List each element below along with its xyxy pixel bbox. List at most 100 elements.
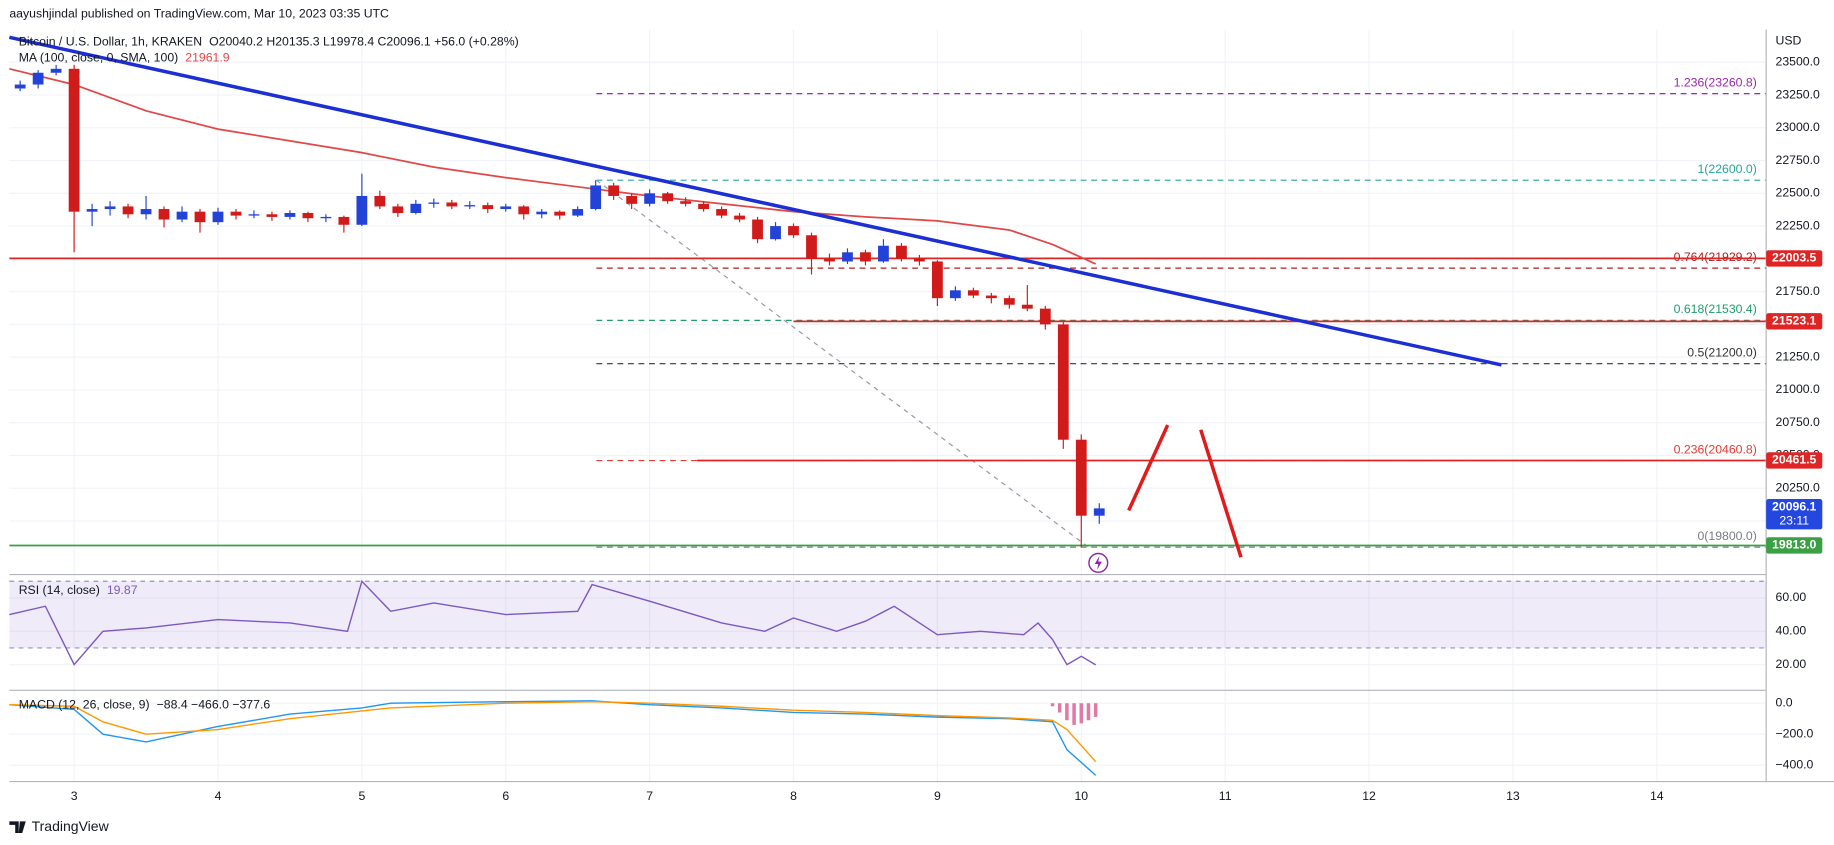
- candle-body: [140, 209, 152, 215]
- fib-label: 1.236(23260.8): [1674, 75, 1757, 89]
- legend-rsi-value: 19.87: [107, 583, 138, 597]
- candle-body: [1093, 508, 1105, 516]
- candle-body: [356, 195, 368, 225]
- logo: [9, 821, 26, 834]
- currency: USD: [1776, 33, 1802, 47]
- candle-body: [482, 205, 494, 210]
- candle-body: [302, 212, 314, 219]
- axes: 3456789101112131420000.020250.020500.020…: [71, 55, 1823, 803]
- y-tick-label: −400.0: [1776, 757, 1814, 771]
- candle-body: [212, 211, 224, 223]
- candle-body: [266, 214, 278, 217]
- price-tag: [1766, 250, 1823, 267]
- legend-macd-label: MACD (12, 26, close, 9): [19, 698, 150, 712]
- x-tick-label: 9: [934, 789, 941, 803]
- candle-body: [1075, 439, 1087, 516]
- price-tag-label: 22003.5: [1772, 251, 1817, 265]
- macd-histogram-bar: [1072, 703, 1076, 725]
- macd-histogram-bar: [1050, 703, 1055, 707]
- candle-body: [374, 195, 386, 207]
- x-tick-label: 13: [1506, 789, 1520, 803]
- candle-body: [644, 193, 656, 204]
- trendline: [8, 35, 1502, 367]
- fib-label: 0.618(21530.4): [1674, 302, 1757, 316]
- footer: TradingView: [32, 818, 110, 834]
- y-tick-label: 22750.0: [1776, 153, 1821, 167]
- x-tick-label: 5: [358, 789, 365, 803]
- x-tick-label: 8: [790, 789, 797, 803]
- x-tick-label: 12: [1362, 789, 1376, 803]
- candle-body: [68, 68, 80, 212]
- y-tick-label: 60.00: [1776, 590, 1807, 604]
- y-tick-label: 21750.0: [1776, 284, 1821, 298]
- price-tag-label: 19813.0: [1772, 538, 1817, 552]
- candle-body: [752, 219, 763, 240]
- y-tick-label: 20750.0: [1776, 415, 1821, 429]
- candle-body: [932, 261, 943, 299]
- candle-body: [662, 193, 674, 202]
- candle-body: [788, 226, 799, 236]
- y-tick-label: 40.00: [1776, 624, 1807, 638]
- candle-body: [967, 290, 979, 296]
- price-tag-label: 21523.1: [1772, 314, 1817, 328]
- plot: 1.236(23260.8) 1(22600.0) 0.764(21929.2) 0.…: [8, 35, 1767, 776]
- candle-body: [1057, 324, 1069, 440]
- last-price-tag: [1766, 499, 1823, 530]
- candle-body: [860, 252, 871, 262]
- ma-line: [9, 67, 1097, 265]
- candle-body: [734, 215, 745, 220]
- price-tag-label: 20461.5: [1772, 453, 1817, 467]
- candle-body: [122, 206, 134, 215]
- candle-body: [248, 214, 260, 216]
- rsi-line: [9, 579, 1097, 666]
- candle-body: [50, 68, 62, 73]
- candle-body: [1003, 298, 1015, 305]
- legend-symbol: Bitcoin / U.S. Dollar, 1h, KRAKEN: [19, 35, 202, 49]
- y-tick-label: 23000.0: [1776, 120, 1821, 134]
- legend-macd: MACD (12, 26, close, 9) −88.4 −466.0 −377…: [19, 698, 271, 712]
- candle-body: [284, 212, 296, 217]
- countdown: 23:11: [1779, 513, 1809, 527]
- y-tick-label: 20.00: [1776, 657, 1807, 671]
- header: aayushjindal published on TradingView.co…: [9, 7, 389, 21]
- y-tick-label: 20250.0: [1776, 480, 1821, 494]
- legend-ma: MA (100, close, 0, SMA, 100) 21961.9: [19, 51, 230, 65]
- legend-ma-value: 21961.9: [185, 51, 230, 65]
- candle-body: [104, 206, 116, 210]
- candle-body: [770, 226, 781, 240]
- price-tag: [1766, 313, 1823, 330]
- y-tick-label: 22250.0: [1776, 218, 1821, 232]
- last-price-label: 20096.1: [1772, 499, 1817, 513]
- candle-body: [896, 245, 907, 259]
- y-tick-label: 23500.0: [1776, 55, 1821, 69]
- candle-body: [536, 211, 548, 215]
- candle-body: [320, 216, 332, 219]
- candle-body: [518, 206, 530, 215]
- alert-icon: [1088, 552, 1109, 573]
- fib-label: 0(19800.0): [1697, 529, 1756, 543]
- candle-body: [698, 203, 709, 210]
- y-tick-label: 23250.0: [1776, 87, 1821, 101]
- legend-macd-values: −88.4 −466.0 −377.6: [157, 698, 271, 712]
- macd-histogram-bar: [1079, 703, 1084, 724]
- candle-body: [590, 185, 602, 210]
- candle-body: [824, 258, 835, 262]
- y-tick-label: 22500.0: [1776, 186, 1821, 200]
- candle-body: [446, 202, 458, 207]
- candle-body: [428, 202, 440, 204]
- price-tag: [1766, 452, 1823, 469]
- candle-body: [949, 290, 961, 299]
- x-tick-label: 3: [71, 789, 78, 803]
- candle-body: [806, 235, 817, 259]
- grid: [9, 29, 1767, 782]
- candle-body: [842, 252, 853, 262]
- x-tick-label: 11: [1219, 789, 1232, 803]
- signal-line: [9, 700, 1097, 763]
- candle-body: [878, 245, 889, 262]
- legend-main: Bitcoin / U.S. Dollar, 1h, KRAKEN O20040.…: [19, 35, 519, 49]
- macd-histogram-bar: [1057, 703, 1062, 713]
- y-tick-label: 21000.0: [1776, 382, 1821, 396]
- x-tick-label: 10: [1074, 789, 1088, 803]
- candle-body: [14, 84, 26, 89]
